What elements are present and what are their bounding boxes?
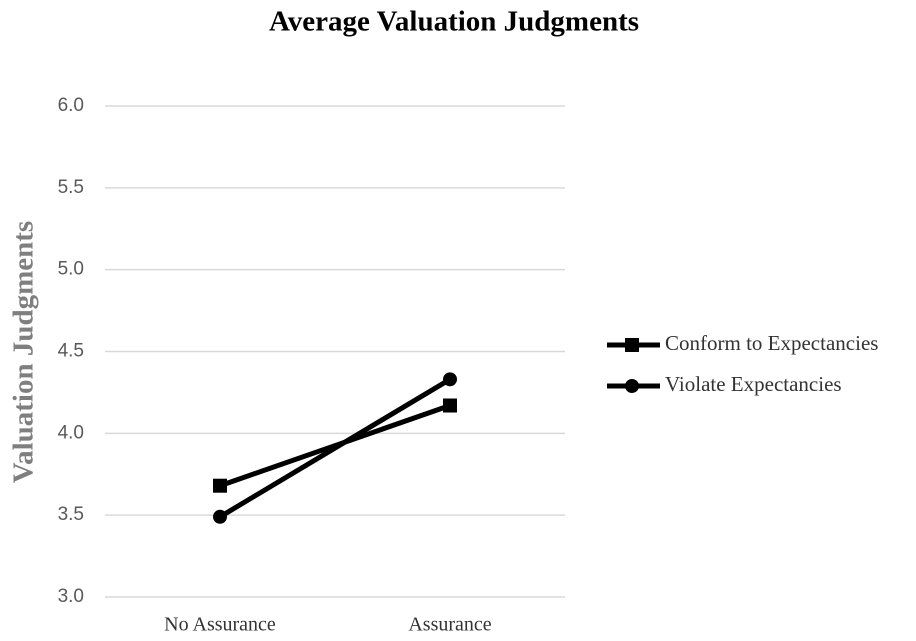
marker — [443, 398, 457, 413]
y-tick-label: 4.0 — [58, 422, 84, 443]
y-axis-label: Valuation Judgments — [8, 221, 40, 483]
series-line — [218, 377, 452, 519]
legend-label: Violate Expectancies — [665, 372, 842, 396]
legend-marker — [625, 338, 639, 352]
legend-label: Conform to Expectancies — [665, 331, 878, 355]
y-tick-label: 3.0 — [58, 586, 84, 607]
marker — [213, 509, 227, 524]
y-tick-label: 4.5 — [58, 341, 84, 362]
x-tick-label: No Assurance — [164, 614, 276, 636]
marker — [213, 478, 227, 493]
marker — [443, 372, 457, 387]
y-tick-label: 5.0 — [58, 259, 84, 280]
x-tick-label: Assurance — [408, 614, 491, 636]
y-tick-label: 5.5 — [58, 177, 84, 198]
legend-marker — [625, 379, 639, 393]
y-tick-label: 3.5 — [58, 504, 84, 525]
chart-title: Average Valuation Judgments — [269, 6, 639, 38]
y-tick-label: 6.0 — [58, 95, 84, 116]
